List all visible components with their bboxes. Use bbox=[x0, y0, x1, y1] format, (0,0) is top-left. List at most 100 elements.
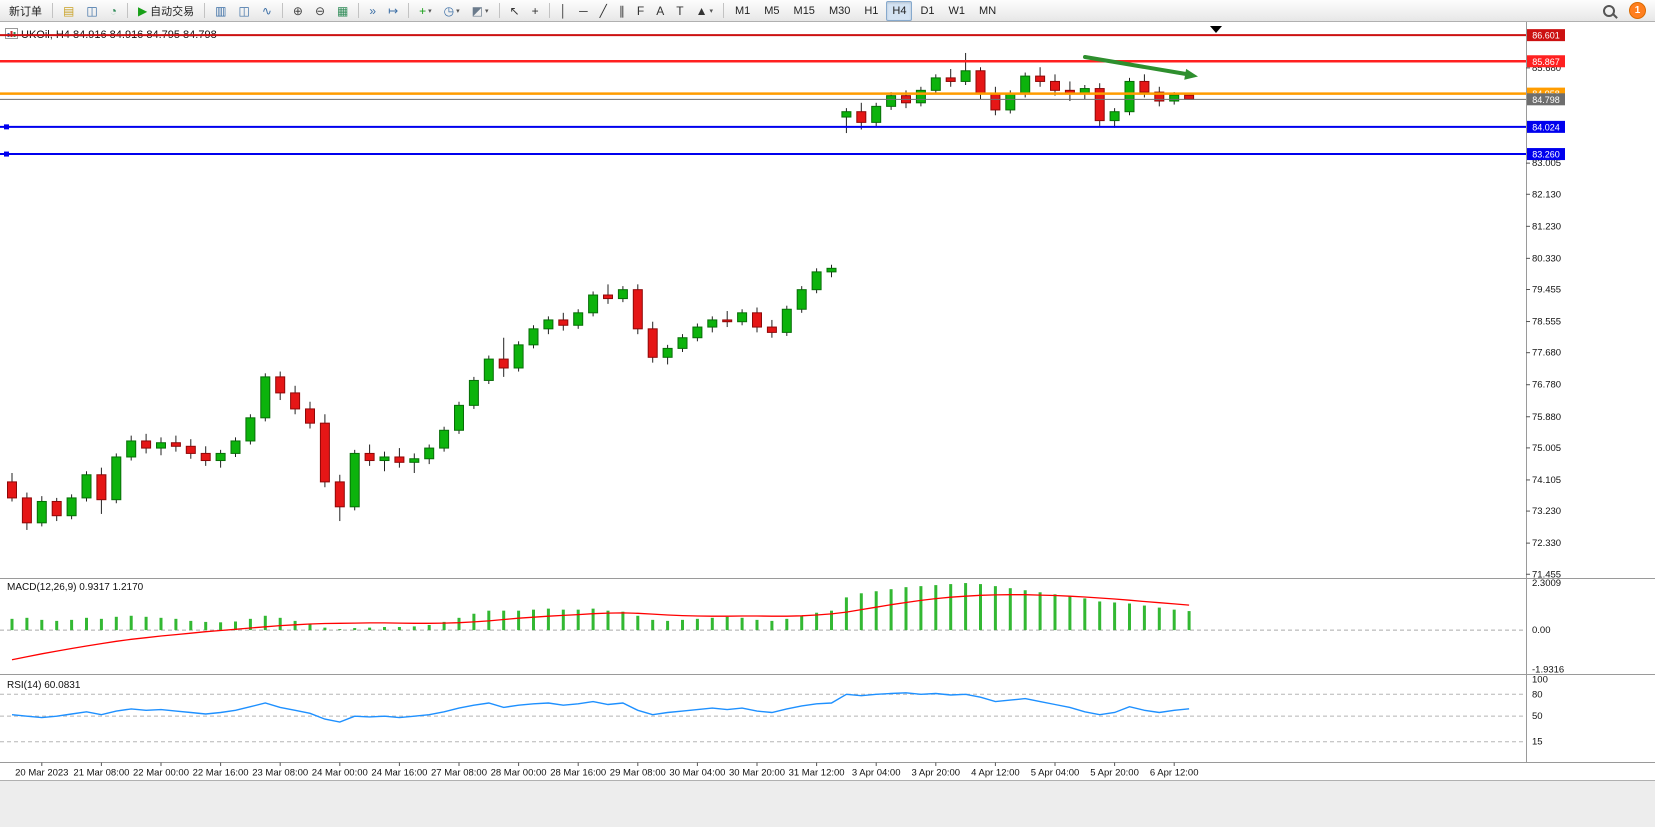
tile-windows-button[interactable]: ▦ bbox=[332, 1, 353, 21]
macd-bar bbox=[159, 617, 163, 631]
chart-shift-marker[interactable] bbox=[1210, 26, 1222, 33]
tf-m15[interactable]: M15 bbox=[788, 1, 821, 21]
candle bbox=[677, 337, 688, 349]
annotations bbox=[1083, 26, 1222, 80]
horizontal-line-button[interactable]: ─ bbox=[574, 1, 593, 21]
macd-bar bbox=[383, 627, 386, 631]
price-badge-86.601 bbox=[1527, 29, 1565, 42]
time-label: 27 Mar 08:00 bbox=[431, 768, 487, 779]
macd-bar bbox=[636, 615, 640, 631]
candle bbox=[632, 289, 643, 330]
fibonacci-icon: F bbox=[636, 3, 645, 18]
vertical-line-button[interactable]: │ bbox=[555, 1, 573, 21]
candle bbox=[379, 456, 390, 462]
new-order-button-label: 新订单 bbox=[9, 5, 42, 18]
rsi-indicator bbox=[11, 692, 1190, 723]
tf-h1[interactable]: H1 bbox=[858, 1, 884, 21]
macd-scale-label: -1.9316 bbox=[1532, 665, 1564, 676]
candle bbox=[1169, 94, 1180, 102]
candlestick-button[interactable]: ◫ bbox=[234, 1, 255, 21]
time-label: 29 Mar 08:00 bbox=[610, 768, 666, 779]
macd-bar bbox=[904, 587, 908, 631]
time-label: 30 Mar 04:00 bbox=[669, 768, 725, 779]
chart-canvas[interactable]: UKOil, H4 84.916 84.916 84.795 84.798 MA… bbox=[0, 22, 1655, 780]
tf-w1[interactable]: W1 bbox=[943, 1, 972, 21]
tf-h1-label: H1 bbox=[864, 4, 879, 17]
candle bbox=[513, 344, 524, 369]
macd-signal-line bbox=[11, 594, 1190, 661]
line-chart-button[interactable]: ∿ bbox=[257, 1, 277, 21]
profiles-button[interactable]: ◫ bbox=[81, 1, 102, 21]
auto-scroll-button[interactable]: » bbox=[364, 1, 381, 21]
notification-badge[interactable]: 1 bbox=[1629, 2, 1646, 19]
tf-m30[interactable]: M30 bbox=[823, 1, 856, 21]
macd-bar bbox=[874, 591, 878, 631]
macd-bar bbox=[1068, 596, 1072, 631]
panel-borders bbox=[0, 22, 1655, 763]
market-watch-button[interactable]: ◔ bbox=[105, 1, 122, 21]
tf-w1-label: W1 bbox=[948, 4, 966, 17]
candle bbox=[334, 481, 345, 508]
time-label: 20 Mar 2023 bbox=[15, 768, 68, 779]
chart-window-icon bbox=[5, 28, 18, 39]
macd-bar bbox=[1008, 588, 1012, 631]
fibonacci-button[interactable]: F bbox=[632, 1, 649, 21]
time-axis[interactable]: 20 Mar 2023 21 Mar 08:00 22 Mar 00:00 22 Ma… bbox=[15, 762, 1199, 779]
hline-handle[interactable] bbox=[4, 124, 9, 130]
search-button[interactable] bbox=[1598, 1, 1620, 21]
arrows-button[interactable]: ▲ ▾ bbox=[691, 1, 718, 21]
charts-button[interactable]: ▤ bbox=[58, 1, 79, 21]
price-tick: 78.555 bbox=[1532, 317, 1561, 328]
macd-bar bbox=[114, 616, 118, 631]
indicators-icon: + bbox=[419, 3, 427, 18]
periods-button[interactable]: ◷ ▾ bbox=[439, 1, 465, 21]
macd-bar bbox=[666, 620, 670, 631]
trendline-button[interactable]: ╱ bbox=[595, 1, 612, 21]
tf-h4[interactable]: H4 bbox=[886, 0, 913, 21]
price-scale[interactable]: 85.680 83.005 82.130 81.230 80.330 79.455 78.5… bbox=[1526, 63, 1564, 748]
tf-m1[interactable]: M1 bbox=[729, 1, 756, 21]
zoom-out-button[interactable]: ⊖ bbox=[310, 1, 330, 21]
profiles-icon: ◫ bbox=[86, 3, 98, 18]
crosshair-button[interactable]: + bbox=[527, 1, 544, 21]
templates-button[interactable]: ◩ ▾ bbox=[467, 1, 494, 21]
hline-handle[interactable] bbox=[4, 151, 9, 157]
cursor-button[interactable]: ↖ bbox=[505, 1, 525, 21]
tf-mn[interactable]: MN bbox=[973, 1, 1002, 21]
macd-bar bbox=[353, 628, 357, 631]
text-label-button[interactable]: T bbox=[671, 1, 688, 21]
new-order-button[interactable]: 新订单 bbox=[4, 1, 47, 21]
trend-arrow[interactable] bbox=[1083, 55, 1188, 76]
text-button[interactable]: A bbox=[651, 1, 669, 21]
equidistant-channel-button[interactable]: ∥ bbox=[614, 1, 630, 21]
chart-shift-button[interactable]: ↦ bbox=[383, 1, 403, 21]
macd-bar bbox=[591, 608, 595, 631]
time-label: 31 Mar 12:00 bbox=[789, 768, 845, 779]
price-tick: 85.680 bbox=[1532, 63, 1561, 74]
candle bbox=[275, 376, 286, 394]
zoom-in-button[interactable]: ⊕ bbox=[288, 1, 308, 21]
macd-bar bbox=[1098, 601, 1102, 631]
macd-bar bbox=[323, 627, 327, 631]
auto-trading-icon: ▶ bbox=[137, 3, 148, 18]
candle bbox=[707, 319, 718, 328]
chevron-down-icon: ▾ bbox=[428, 7, 432, 15]
macd-bar bbox=[1172, 609, 1176, 631]
candle bbox=[752, 312, 762, 328]
auto-trading-button[interactable]: ▶ 自动交易 bbox=[133, 1, 199, 21]
candle bbox=[364, 452, 375, 462]
tf-d1[interactable]: D1 bbox=[914, 1, 940, 21]
candle bbox=[826, 267, 837, 273]
tf-m5[interactable]: M5 bbox=[758, 1, 785, 21]
candle bbox=[21, 497, 32, 524]
candle bbox=[1094, 88, 1105, 122]
bar-chart-button[interactable]: ▥ bbox=[210, 1, 231, 21]
macd-bar bbox=[248, 618, 252, 631]
indicators-button[interactable]: + ▾ bbox=[414, 1, 437, 21]
price-tick: 80.330 bbox=[1532, 253, 1561, 264]
time-label: 6 Apr 12:00 bbox=[1150, 768, 1199, 779]
auto-scroll-icon: » bbox=[369, 3, 377, 18]
candle bbox=[841, 111, 852, 118]
